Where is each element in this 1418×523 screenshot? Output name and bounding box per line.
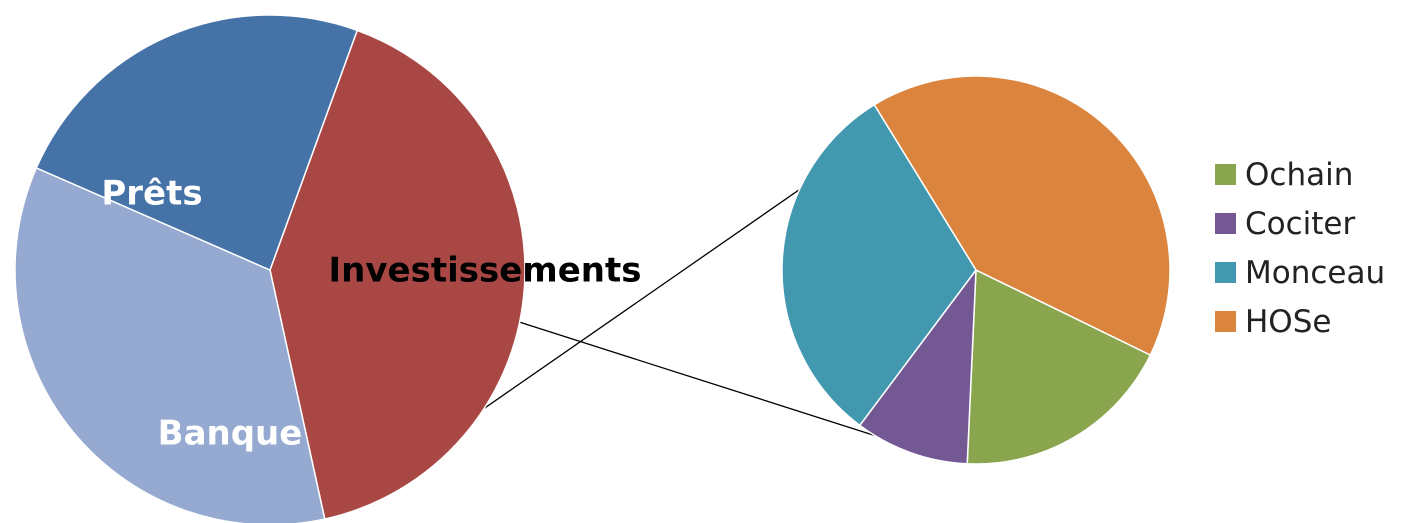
legend-swatch-cociter bbox=[1215, 213, 1236, 234]
secondary-slice-cociter bbox=[858, 267, 977, 465]
legend-label-monceau: Monceau bbox=[1245, 254, 1386, 291]
legend-swatch-ochain bbox=[1215, 164, 1236, 185]
legend-swatch-hose bbox=[1215, 311, 1236, 332]
legend-label-hose: HOSe bbox=[1245, 303, 1332, 340]
secondary-slice-hose bbox=[873, 75, 1171, 357]
primary-slice-prets bbox=[269, 29, 526, 520]
primary-label-investissements: Investissements bbox=[329, 251, 642, 291]
legend-item-cociter: Cociter bbox=[1215, 199, 1385, 248]
secondary-slice-monceau bbox=[781, 103, 977, 427]
legend: Ochain Cociter Monceau HOSe bbox=[1215, 150, 1385, 346]
primary-pie-labels: Prêts Investissements Banque bbox=[101, 174, 641, 454]
legend-label-cociter: Cociter bbox=[1245, 205, 1356, 242]
secondary-slice-ochain bbox=[966, 268, 1152, 465]
primary-slice-investissements bbox=[14, 166, 326, 523]
primary-label-prets: Prêts bbox=[101, 174, 202, 214]
legend-item-monceau: Monceau bbox=[1215, 248, 1385, 297]
primary-label-banque: Banque bbox=[158, 414, 303, 454]
primary-slice-banque bbox=[35, 14, 359, 272]
legend-swatch-monceau bbox=[1215, 262, 1236, 283]
primary-pie bbox=[14, 14, 526, 523]
legend-label-ochain: Ochain bbox=[1245, 156, 1354, 193]
legend-item-ochain: Ochain bbox=[1215, 150, 1385, 199]
secondary-pie bbox=[781, 75, 1171, 465]
legend-item-hose: HOSe bbox=[1215, 297, 1385, 346]
